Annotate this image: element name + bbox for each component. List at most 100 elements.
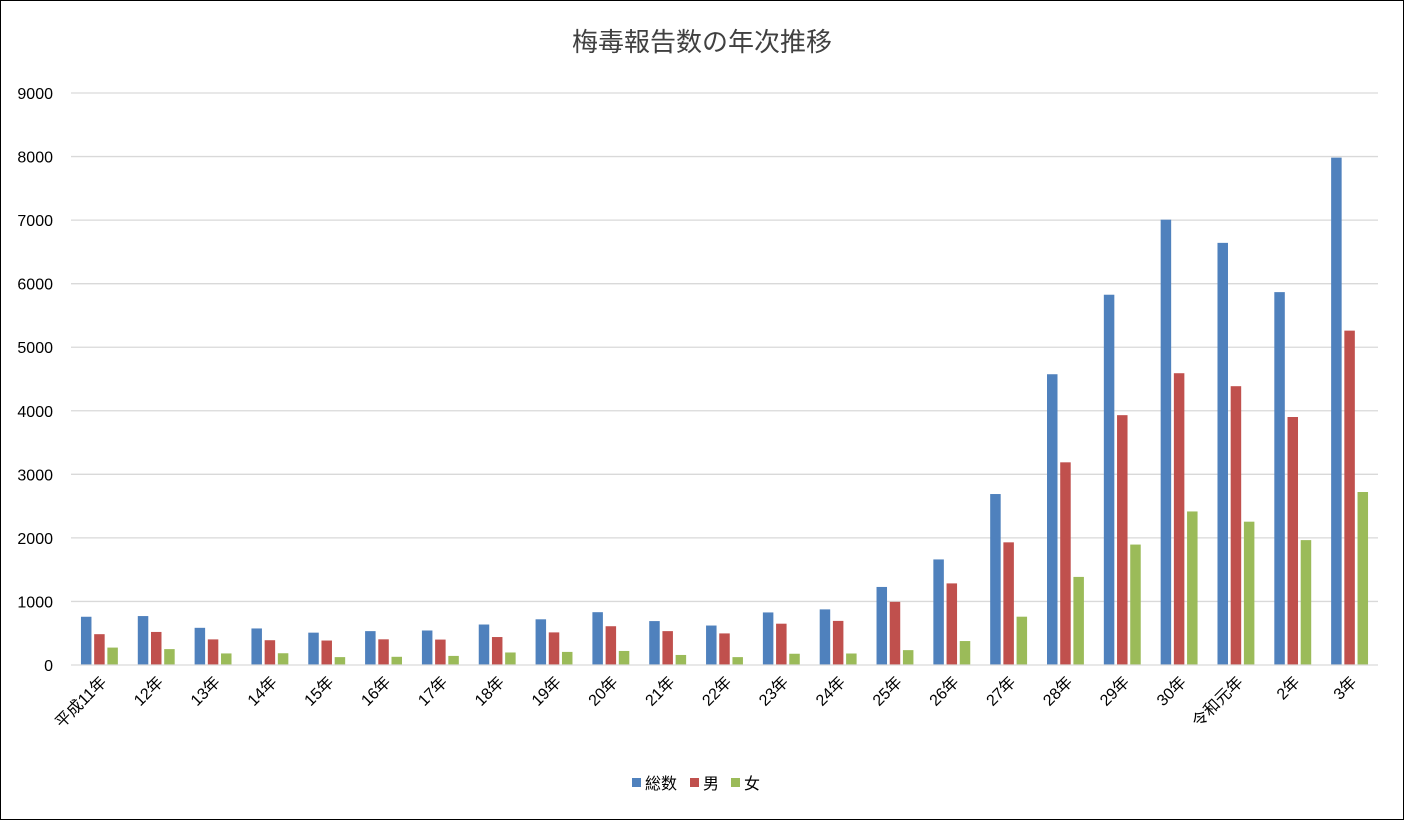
y-tick-label: 2000: [17, 531, 53, 548]
bar: [889, 601, 901, 665]
y-axis-ticks: 0 1000 2000 3000 4000 5000 6000 7000 8000 9000: [17, 86, 53, 675]
bar: [478, 624, 490, 665]
bar: [706, 625, 717, 665]
bar: [990, 494, 1001, 665]
bar: [605, 626, 617, 665]
bar: [1060, 462, 1071, 665]
x-tick-label: 26年: [926, 673, 963, 710]
legend: 総数 男 女: [632, 774, 760, 793]
legend-label: 女: [744, 774, 760, 793]
x-tick-label: 21年: [642, 673, 679, 710]
legend-label: 男: [703, 774, 719, 793]
x-tick-label: 27年: [983, 673, 1020, 710]
bar: [819, 609, 831, 665]
bar: [675, 654, 687, 665]
bar: [207, 639, 219, 665]
bar: [762, 612, 774, 665]
bar: [150, 631, 162, 665]
bar: [264, 640, 276, 665]
bar: [391, 656, 402, 665]
bar: [876, 586, 888, 665]
bar: [933, 559, 944, 665]
x-tick-label: 28年: [1040, 673, 1077, 710]
bar: [491, 637, 503, 665]
x-tick-label: 29年: [1096, 673, 1133, 710]
y-tick-label: 5000: [17, 340, 53, 357]
bar: [365, 631, 376, 665]
bar: [378, 639, 389, 665]
bar: [1217, 242, 1228, 665]
bar: [1173, 373, 1185, 665]
y-tick-label: 3000: [17, 467, 53, 484]
bar: [561, 651, 573, 665]
x-tick-label: 16年: [358, 673, 395, 710]
x-tick-label: 17年: [415, 673, 452, 710]
bar: [789, 653, 800, 665]
bar: [137, 616, 149, 665]
bar: [618, 650, 630, 665]
x-tick-label: 平成11年: [52, 673, 110, 731]
bar: [1117, 415, 1128, 665]
bar: [1331, 157, 1342, 666]
x-tick-label: 令和元年: [1189, 673, 1247, 731]
bar: [1230, 386, 1242, 665]
bar: [107, 647, 118, 665]
bar: [1287, 417, 1299, 665]
bar: [1344, 330, 1355, 665]
bar: [719, 633, 730, 665]
bar: [251, 628, 262, 665]
bar: [902, 650, 914, 665]
legend-label: 総数: [645, 774, 677, 793]
legend-swatch: [690, 778, 699, 787]
bar: [1073, 576, 1084, 665]
x-tick-label: 22年: [699, 673, 736, 710]
x-tick-label: 2年: [1273, 673, 1303, 703]
bar: [505, 652, 516, 665]
bar: [1274, 292, 1285, 665]
bar: [946, 583, 958, 665]
bar: [1300, 540, 1312, 665]
x-tick-label: 14年: [244, 673, 281, 710]
y-tick-label: 4000: [17, 404, 53, 421]
bar: [421, 630, 433, 665]
bar: [1003, 542, 1014, 665]
bar: [80, 616, 92, 665]
bar: [535, 619, 547, 665]
bar: [846, 653, 857, 665]
gridlines: [71, 92, 1378, 603]
y-tick-label: 1000: [17, 594, 53, 611]
x-tick-label: 19年: [528, 673, 565, 710]
legend-swatch: [632, 778, 641, 787]
x-axis-ticks: 平成11年 12年 13年 14年 15年 16年 17年 18年 19年 20年 21年 22年 23…: [52, 673, 1361, 731]
bars: [80, 157, 1369, 666]
bar: [832, 620, 844, 665]
bar: [1187, 511, 1198, 665]
bar: [1243, 521, 1255, 665]
x-tick-label: 12年: [130, 673, 167, 710]
x-tick-label: 24年: [812, 673, 849, 710]
bar: [732, 657, 743, 665]
x-tick-label: 18年: [471, 673, 508, 710]
y-tick-label: 6000: [17, 277, 53, 294]
legend-swatch: [731, 778, 740, 787]
bar: [94, 634, 105, 665]
y-tick-label: 0: [44, 658, 53, 675]
bar: [1130, 544, 1141, 665]
bar: [448, 655, 459, 665]
bar: [194, 627, 206, 665]
x-tick-label: 23年: [756, 673, 793, 710]
bar: [1103, 294, 1115, 665]
bar: [662, 631, 673, 665]
bar: [1357, 492, 1369, 665]
bar: [221, 653, 232, 665]
x-tick-label: 20年: [585, 673, 622, 710]
x-tick-label: 15年: [301, 673, 338, 710]
y-tick-label: 8000: [17, 150, 53, 167]
bar: [649, 621, 660, 665]
bar: [776, 623, 787, 665]
bar: [164, 649, 175, 665]
bar: [321, 640, 332, 665]
bar: [1047, 374, 1058, 665]
